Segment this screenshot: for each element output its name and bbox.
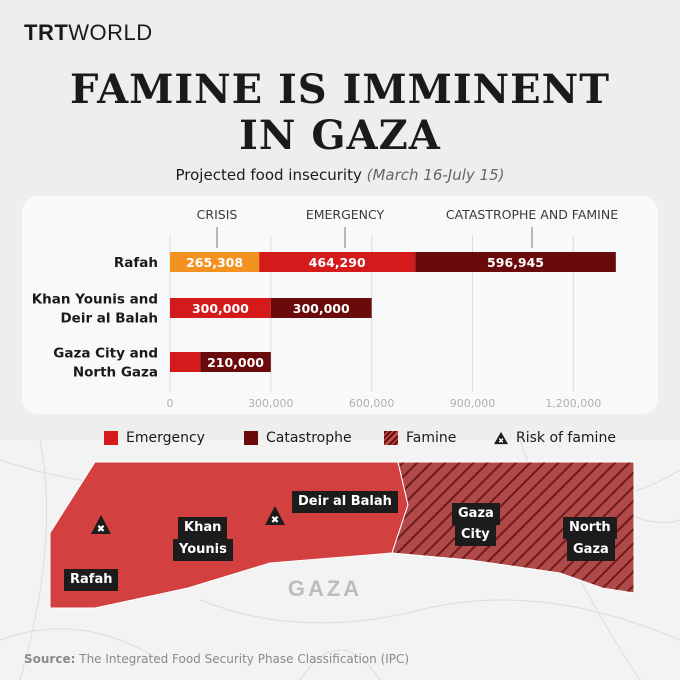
bar-catastrophe <box>415 252 616 272</box>
page-title-line2: IN GAZA <box>239 112 441 159</box>
risk-of-famine-icon: ✖ <box>91 515 111 535</box>
data-label: 210,000 <box>207 355 264 370</box>
map-label-north-gaza-2: Gaza <box>567 539 615 561</box>
category-label: North Gaza <box>73 365 158 381</box>
data-label: 265,308 <box>186 255 243 270</box>
legend-item-catastrophe: Catastrophe <box>244 430 352 446</box>
x-tick-label: 900,000 <box>450 397 496 410</box>
data-label: 464,290 <box>309 255 366 270</box>
trt-world-logo: TRTWORLD <box>24 20 153 45</box>
map-label-north-gaza-1: North <box>563 517 617 539</box>
source-note: Source: The Integrated Food Security Pha… <box>24 652 410 666</box>
stacked-bar-chart: CRISIS EMERGENCY CATASTROPHE AND FAMINE 265… <box>32 207 618 410</box>
x-tick-label: 600,000 <box>349 397 395 410</box>
bar-emergency <box>259 252 416 272</box>
category-label: Khan Younis and <box>32 292 158 308</box>
legend: Emergency Catastrophe Famine ✖ Risk of f… <box>0 430 680 450</box>
data-label: 596,945 <box>487 255 544 270</box>
risk-of-famine-icon: ✖ <box>265 506 285 526</box>
bar-emergency <box>170 352 201 372</box>
map-label-khan-younis-1: Khan <box>178 517 228 539</box>
bar-catastrophe <box>270 298 372 318</box>
category-label: Deir al Balah <box>60 311 158 327</box>
category-label: Rafah <box>114 255 158 271</box>
gaza-region-label: GAZA <box>288 576 362 601</box>
data-label: 300,000 <box>293 301 350 316</box>
legend-item-emergency: Emergency <box>104 430 205 446</box>
x-tick-label: 1,200,000 <box>545 397 601 410</box>
x-tick-label: 0 <box>167 397 174 410</box>
map-label-deir-al-balah: Deir al Balah <box>292 491 398 513</box>
catastrophe-swatch <box>244 431 258 445</box>
period-label: (March 16-July 15) <box>366 166 505 184</box>
map-label-rafah: Rafah <box>64 569 119 591</box>
page-title-line1: FAMINE IS IMMINENT <box>70 66 610 113</box>
column-header: CATASTROPHE AND FAMINE <box>446 207 618 222</box>
famine-hatch-swatch <box>384 431 398 445</box>
map-label-gaza-city-2: City <box>455 524 496 546</box>
bar-crisis <box>170 252 260 272</box>
bar-emergency <box>170 298 271 318</box>
column-header: EMERGENCY <box>306 207 385 222</box>
bar-catastrophe <box>200 352 271 372</box>
column-header: CRISIS <box>197 207 238 222</box>
svg-text:✖: ✖ <box>97 524 105 535</box>
map-label-gaza-city-1: Gaza <box>452 503 500 525</box>
warning-triangle-icon: ✖ <box>494 431 508 445</box>
legend-item-famine: Famine <box>384 430 456 446</box>
category-label: Gaza City and <box>53 346 158 362</box>
data-label: 300,000 <box>192 301 249 316</box>
emergency-swatch <box>104 431 118 445</box>
map-label-khan-younis-2: Younis <box>173 539 233 561</box>
svg-text:✖: ✖ <box>271 515 279 526</box>
x-tick-label: 300,000 <box>248 397 294 410</box>
svg-text:✖: ✖ <box>498 437 504 445</box>
chart-subtitle: Projected food insecurity (March 16-July… <box>175 166 505 184</box>
legend-item-risk-of-famine: ✖ Risk of famine <box>494 430 616 446</box>
